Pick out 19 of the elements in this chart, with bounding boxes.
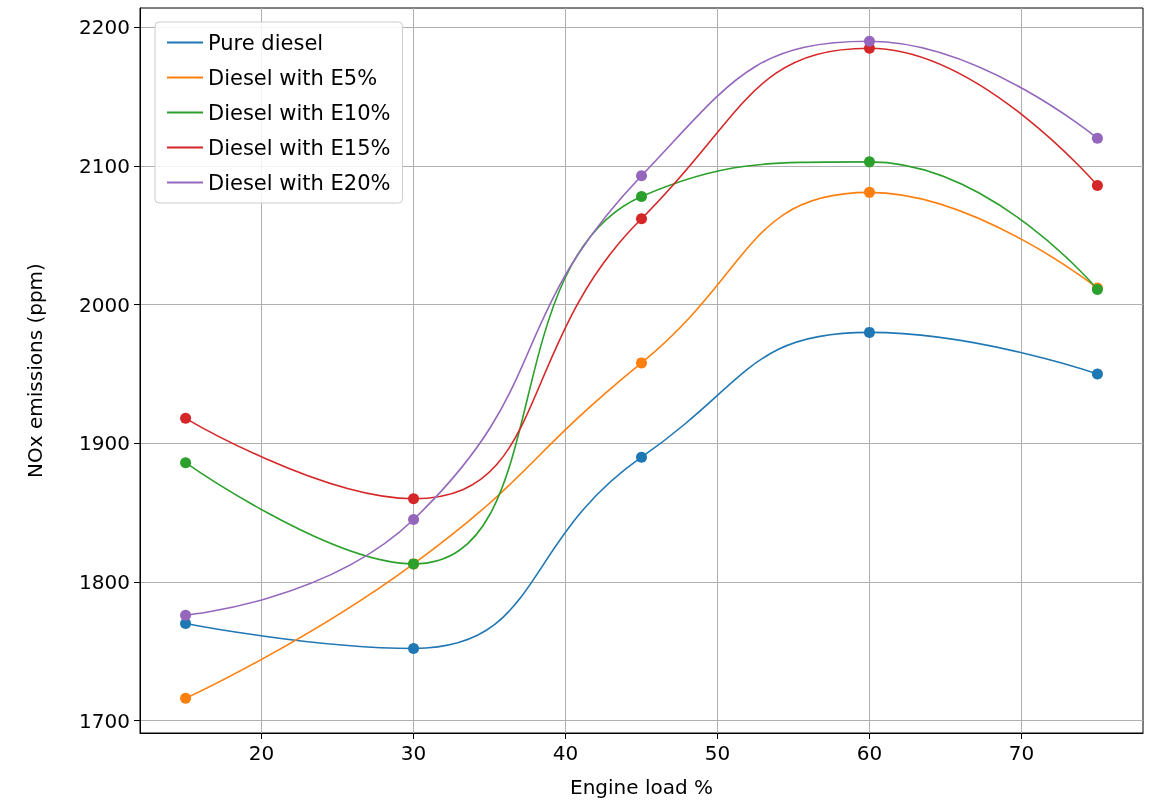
legend-label: Diesel with E20%	[208, 170, 391, 195]
y-axis-title: NOx emissions (ppm)	[23, 263, 47, 478]
x-tick-label: 20	[248, 741, 275, 765]
x-tick-label: 40	[552, 741, 579, 765]
legend-label: Diesel with E10%	[208, 100, 391, 125]
x-tick-label: 60	[856, 741, 883, 765]
y-tick-label: 2000	[79, 292, 130, 317]
y-tick-label: 1700	[79, 708, 130, 733]
legend-label: Pure diesel	[208, 30, 324, 55]
x-tick-label: 70	[1008, 741, 1035, 765]
x-tick-label: 50	[704, 741, 731, 765]
legend-label: Diesel with E15%	[208, 135, 391, 160]
legend-label: Diesel with E5%	[208, 65, 378, 90]
y-tick-label: 1800	[79, 569, 130, 594]
x-tick-label: 30	[400, 741, 427, 765]
y-tick-label: 2100	[79, 154, 130, 179]
y-tick-label: 1900	[79, 431, 130, 456]
x-axis-title: Engine load %	[569, 775, 714, 799]
y-tick-label: 2200	[79, 15, 130, 40]
